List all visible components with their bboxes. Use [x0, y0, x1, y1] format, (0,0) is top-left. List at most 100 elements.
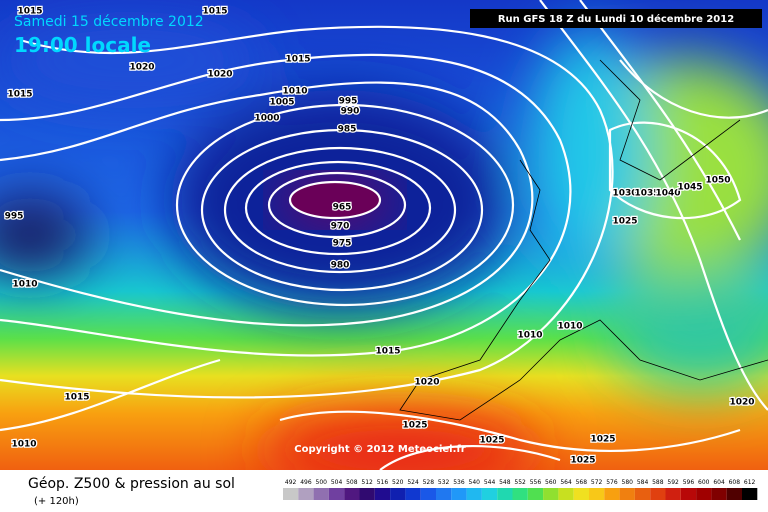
scale-label: 596	[683, 479, 695, 486]
scale-swatch	[726, 488, 742, 500]
isobar-label: 1015	[285, 55, 310, 65]
scale-label: 536	[453, 479, 465, 486]
scale-swatch	[390, 488, 406, 500]
scale-label: 516	[377, 479, 389, 486]
isobar-label: 965	[333, 203, 352, 213]
scale-swatch	[436, 488, 452, 500]
isobar-label: 1010	[12, 280, 37, 290]
isobar-label: 1015	[7, 90, 32, 100]
scale-swatch	[466, 488, 482, 500]
isobar-label: 990	[341, 107, 360, 117]
isobar-label: 995	[5, 212, 24, 222]
isobar-label: 1040	[655, 189, 680, 199]
footer-lead: (+ 120h)	[34, 496, 79, 507]
scale-label: 580	[622, 479, 634, 486]
scale-swatch	[451, 488, 467, 500]
isobar-label: 1020	[729, 398, 754, 408]
isobar-label: 985	[338, 125, 357, 135]
scale-swatch	[405, 488, 421, 500]
scale-swatch	[313, 488, 329, 500]
scale-swatch	[497, 488, 513, 500]
scale-label: 572	[591, 479, 603, 486]
scale-label: 592	[667, 479, 679, 486]
scale-label: 512	[361, 479, 373, 486]
scale-label: 576	[606, 479, 618, 486]
isobar-label: 1025	[612, 217, 637, 227]
scale-label: 612	[744, 479, 756, 486]
isobar-label: 1035	[634, 189, 659, 199]
scale-label: 508	[346, 479, 358, 486]
scale-label: 600	[698, 479, 710, 486]
isobar-label: 1000	[254, 114, 279, 124]
scale-label: 588	[652, 479, 664, 486]
scale-label: 500	[316, 479, 328, 486]
scale-swatch	[680, 488, 697, 500]
isobar-label: 980	[331, 261, 350, 271]
scale-label: 548	[499, 479, 511, 486]
scale-label: 492	[285, 479, 297, 486]
isobar-label: 1010	[557, 322, 582, 332]
isobar-label: 1015	[64, 393, 89, 403]
isobar-label: 1020	[414, 378, 439, 388]
scale-label: 524	[407, 479, 419, 486]
scale-label: 584	[637, 479, 649, 486]
scale-label: 552	[514, 479, 526, 486]
scale-label: 528	[423, 479, 435, 486]
isobar-label: 1030	[612, 189, 637, 199]
run-box	[470, 9, 762, 28]
scale-swatch	[283, 488, 299, 500]
isobar-label: 1045	[677, 183, 702, 193]
scale-label: 496	[300, 479, 312, 486]
isobar-label: 1020	[129, 63, 154, 73]
isobar-label: 1025	[479, 436, 504, 446]
map-time: 19:00 locale	[14, 33, 151, 57]
isobar-label: 1025	[402, 421, 427, 431]
scale-label: 520	[392, 479, 404, 486]
scale-swatch	[359, 488, 375, 500]
scale-swatch	[742, 488, 758, 500]
scale-label: 556	[530, 479, 542, 486]
map-date: Samedi 15 décembre 2012	[14, 14, 204, 30]
run-info: Run GFS 18 Z du Lundi 10 décembre 2012	[498, 13, 734, 25]
scale-swatch	[543, 488, 559, 500]
scale-swatch	[374, 488, 391, 500]
scale-swatch	[711, 488, 727, 500]
scale-label: 608	[729, 479, 741, 486]
isobar-label: 1015	[375, 347, 400, 357]
isobar-label: 975	[333, 239, 352, 249]
isobar-label: 1025	[590, 435, 615, 445]
scale-swatch	[512, 488, 528, 500]
isobar-label: 1050	[705, 176, 730, 186]
scale-swatch	[298, 488, 314, 500]
scale-swatch	[634, 488, 651, 500]
scale-label: 504	[331, 479, 343, 486]
copyright: Copyright © 2012 Meteociel.fr	[294, 444, 465, 455]
scale-swatch	[344, 488, 360, 500]
isobar-label: 1015	[202, 7, 227, 17]
scale-label: 560	[545, 479, 557, 486]
isobar-label: 1015	[17, 7, 42, 17]
scale-swatch	[420, 488, 436, 500]
scale-swatch	[650, 488, 666, 500]
scale-label: 540	[469, 479, 481, 486]
isobar-label: 1005	[269, 98, 294, 108]
color-scale: 492 496 500 504 508 512 516 520 524 528 532 536 540 5…	[283, 479, 758, 500]
isobar-label: 970	[331, 222, 350, 232]
isobar-label: 1020	[207, 70, 232, 80]
scale-label: 564	[560, 479, 572, 486]
scale-label: 568	[576, 479, 588, 486]
isobar-label: 1025	[570, 456, 595, 466]
scale-swatch	[619, 488, 635, 500]
isobar-label: 1010	[11, 440, 36, 450]
isobar-label: 1010	[282, 87, 307, 97]
map-field	[0, 0, 768, 470]
isobar-label: 1010	[517, 331, 542, 341]
scale-label: 532	[438, 479, 450, 486]
scale-label: 544	[484, 479, 496, 486]
isobar-label: 995	[339, 97, 358, 107]
scale-swatch	[558, 488, 574, 500]
scale-swatch	[573, 488, 589, 500]
scale-label: 604	[713, 479, 725, 486]
